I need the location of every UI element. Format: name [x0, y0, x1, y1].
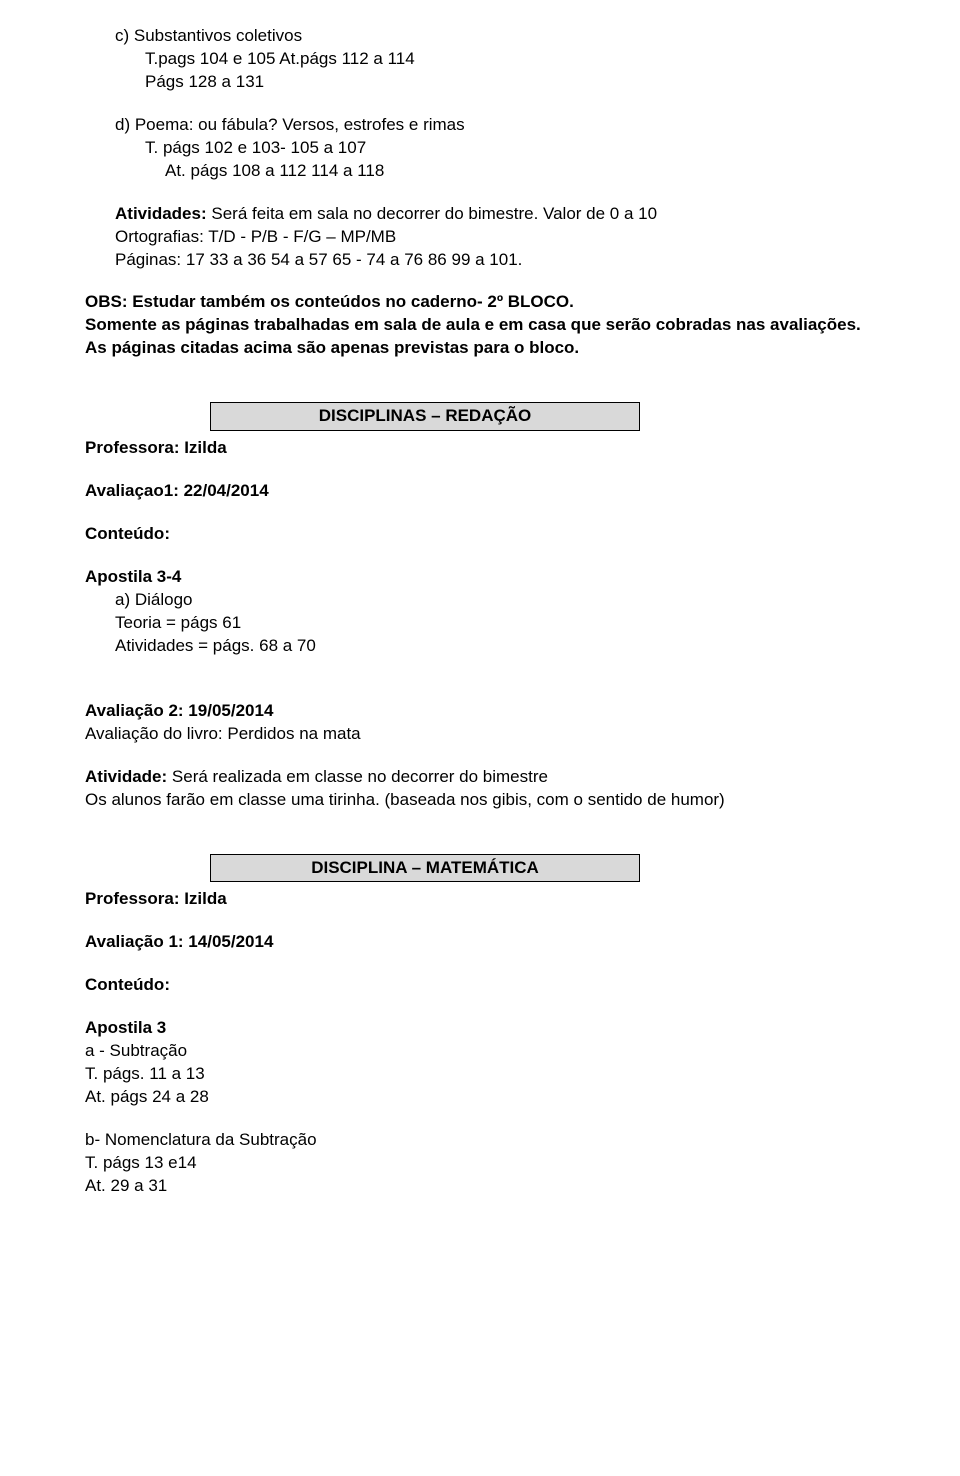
- discipline-matematica-header: DISCIPLINA – MATEMÁTICA: [210, 854, 640, 883]
- redacao-item-a: a) Diálogo: [115, 589, 875, 612]
- redacao-avaliacao1: Avaliaçao1: 22/04/2014: [85, 480, 875, 503]
- section-d-line2: At. págs 108 a 112 114 a 118: [165, 160, 875, 183]
- section-c-title: c) Substantivos coletivos: [115, 25, 875, 48]
- section-c: c) Substantivos coletivos T.pags 104 e 1…: [85, 25, 875, 94]
- obs-block: OBS: Estudar também os conteúdos no cade…: [85, 291, 875, 360]
- section-c-line2: Págs 128 a 131: [145, 71, 875, 94]
- section-d: d) Poema: ou fábula? Versos, estrofes e …: [85, 114, 875, 183]
- redacao-atividade-line1: Atividade: Será realizada em classe no d…: [85, 766, 875, 789]
- redacao-conteudo: Conteúdo:: [85, 523, 875, 546]
- redacao-apostila-title: Apostila 3-4: [85, 566, 875, 589]
- matematica-item-a-line2: At. págs 24 a 28: [85, 1086, 875, 1109]
- atividade-label: Atividade:: [85, 767, 172, 786]
- atividades-line1: Atividades: Será feita em sala no decorr…: [115, 203, 875, 226]
- section-d-line1: T. págs 102 e 103- 105 a 107: [145, 137, 875, 160]
- matematica-item-b-title: b- Nomenclatura da Subtração: [85, 1129, 875, 1152]
- atividades-label: Atividades:: [115, 204, 211, 223]
- matematica-item-b-line1: T. págs 13 e14: [85, 1152, 875, 1175]
- matematica-item-b-line2: At. 29 a 31: [85, 1175, 875, 1198]
- atividade-text1: Será realizada em classe no decorrer do …: [172, 767, 548, 786]
- redacao-professora: Professora: Izilda: [85, 437, 875, 460]
- matematica-avaliacao1: Avaliação 1: 14/05/2014: [85, 931, 875, 954]
- discipline-redacao-header: DISCIPLINAS – REDAÇÃO: [210, 402, 640, 431]
- matematica-conteudo: Conteúdo:: [85, 974, 875, 997]
- redacao-atividades: Atividades = págs. 68 a 70: [115, 635, 875, 658]
- section-d-title: d) Poema: ou fábula? Versos, estrofes e …: [115, 114, 875, 137]
- matematica-item-a-line1: T. págs. 11 a 13: [85, 1063, 875, 1086]
- obs-line2: Somente as páginas trabalhadas em sala d…: [85, 314, 875, 360]
- matematica-item-a-title: a - Subtração: [85, 1040, 875, 1063]
- matematica-professora: Professora: Izilda: [85, 888, 875, 911]
- atividades-line3: Páginas: 17 33 a 36 54 a 57 65 - 74 a 76…: [115, 249, 875, 272]
- matematica-apostila-title: Apostila 3: [85, 1017, 875, 1040]
- redacao-teoria: Teoria = págs 61: [115, 612, 875, 635]
- section-c-line1: T.pags 104 e 105 At.págs 112 a 114: [145, 48, 875, 71]
- atividades-line2: Ortografias: T/D - P/B - F/G – MP/MB: [115, 226, 875, 249]
- redacao-avaliacao2: Avaliação 2: 19/05/2014: [85, 700, 875, 723]
- obs-line1: OBS: Estudar também os conteúdos no cade…: [85, 291, 875, 314]
- atividades-block: Atividades: Será feita em sala no decorr…: [115, 203, 875, 272]
- redacao-atividade-line2: Os alunos farão em classe uma tirinha. (…: [85, 789, 875, 812]
- atividades-text1: Será feita em sala no decorrer do bimest…: [211, 204, 657, 223]
- redacao-avaliacao2-desc: Avaliação do livro: Perdidos na mata: [85, 723, 875, 746]
